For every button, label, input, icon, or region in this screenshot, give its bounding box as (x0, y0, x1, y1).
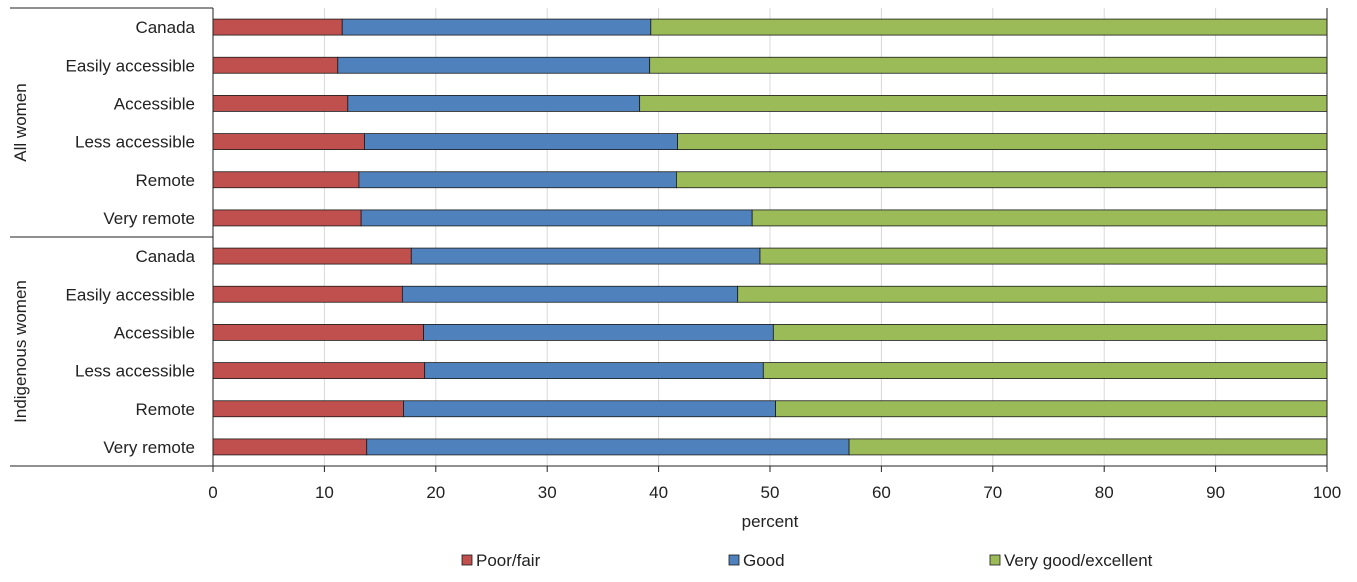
category-label: Very remote (103, 209, 195, 228)
legend-label: Good (743, 551, 785, 570)
bar-segment-very-good-excellent (737, 285, 1328, 303)
bar-segment-good (366, 438, 850, 456)
gridlines (323, 8, 1217, 466)
bar-segment-poor-fair (212, 95, 349, 112)
bar-segment-very-good-excellent (650, 18, 1328, 36)
bar-segment-poor-fair (212, 171, 360, 189)
bar-segment-good (423, 324, 774, 341)
bar-segment-good (403, 400, 776, 418)
x-tick-label: 100 (1313, 483, 1341, 502)
bar-segment-good (410, 247, 761, 265)
bar-segment-very-good-excellent (649, 56, 1328, 74)
bar-segment-poor-fair (212, 209, 362, 227)
bar-segment-very-good-excellent (759, 247, 1328, 265)
bar-segment-poor-fair (212, 133, 365, 150)
bar-segment-good (364, 133, 678, 150)
category-label: Easily accessible (66, 285, 195, 304)
category-label: Very remote (103, 438, 195, 457)
bar-segment-poor-fair (212, 247, 412, 265)
bar-segment-good (337, 56, 651, 74)
category-label: Less accessible (75, 133, 195, 152)
bar-segment-very-good-excellent (848, 438, 1328, 456)
x-tick-label: 0 (208, 483, 217, 502)
legend-swatch (461, 554, 473, 566)
category-labels: Canada Easily accessible Accessible Less ac… (11, 18, 196, 457)
category-label: Accessible (114, 94, 195, 113)
bar-segment-good (358, 171, 677, 189)
x-tick-label: 40 (649, 483, 668, 502)
x-tick-label: 10 (315, 483, 334, 502)
group-label: All women (11, 83, 30, 161)
x-tick-label: 70 (983, 483, 1002, 502)
bar-segment-poor-fair (212, 18, 343, 36)
bar-segment-poor-fair (212, 362, 426, 379)
x-tick-label: 60 (872, 483, 891, 502)
group-label: Indigenous women (11, 280, 30, 423)
legend-swatch (728, 554, 740, 566)
category-label: Easily accessible (66, 56, 195, 75)
bar-segment-very-good-excellent (677, 133, 1328, 150)
bar-segment-very-good-excellent (639, 95, 1328, 112)
bar-segment-very-good-excellent (762, 362, 1328, 379)
bar-segment-very-good-excellent (751, 209, 1328, 227)
bar-segment-good (401, 285, 739, 303)
legend-label: Poor/fair (476, 551, 541, 570)
category-label: Accessible (114, 323, 195, 342)
bar-segment-very-good-excellent (772, 324, 1328, 341)
x-axis-title: percent (742, 512, 799, 531)
bar-segment-very-good-excellent (676, 171, 1328, 189)
bar-segment-poor-fair (212, 285, 403, 303)
bar-segment-good (360, 209, 753, 227)
legend-swatch (989, 554, 1001, 566)
bar-segment-good (341, 18, 652, 36)
bars (212, 18, 1328, 456)
category-label: Remote (135, 400, 195, 419)
x-tick-label: 90 (1206, 483, 1225, 502)
bar-segment-poor-fair (212, 56, 339, 74)
bar-segment-poor-fair (212, 400, 404, 418)
bar-segment-very-good-excellent (775, 400, 1328, 418)
x-tick-labels: 0 10 20 30 40 50 60 70 80 90 100 (208, 483, 1341, 502)
x-tick-label: 50 (761, 483, 780, 502)
category-label: Less accessible (75, 362, 195, 381)
bar-segment-poor-fair (212, 324, 424, 341)
x-tick-label: 80 (1095, 483, 1114, 502)
axes (10, 7, 1328, 472)
bar-segment-good (347, 95, 641, 112)
x-tick-label: 20 (426, 483, 445, 502)
category-label: Remote (135, 171, 195, 190)
bar-segment-poor-fair (212, 438, 368, 456)
category-label: Canada (135, 247, 195, 266)
legend-label: Very good/excellent (1004, 551, 1153, 570)
bar-segment-good (424, 362, 764, 379)
legend: Poor/fair Good Very good/excellent (461, 551, 1153, 570)
category-label: Canada (135, 18, 195, 37)
x-tick-label: 30 (538, 483, 557, 502)
